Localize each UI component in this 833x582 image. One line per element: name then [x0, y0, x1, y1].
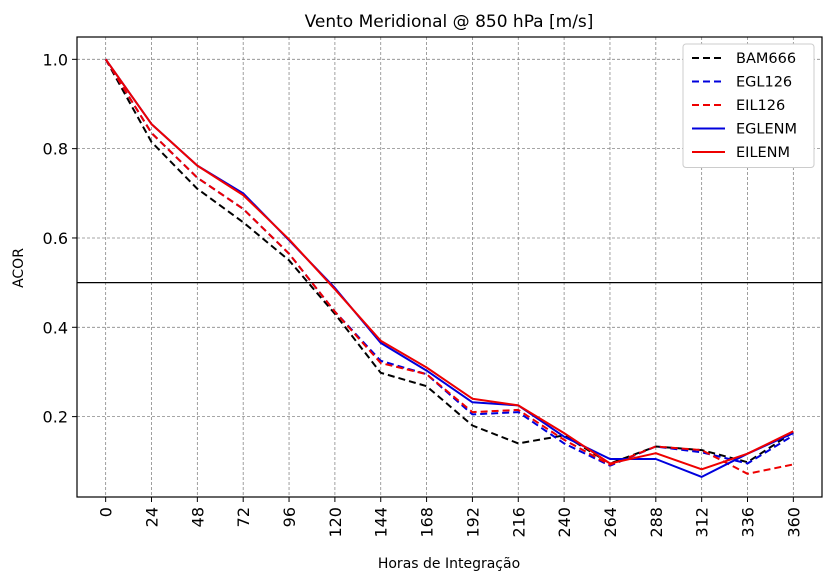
x-tick-label: 336 [739, 507, 758, 538]
series-line-eilenm [104, 58, 794, 471]
x-tick-label: 216 [509, 507, 528, 538]
y-axis-ticks: 0.2 0.4 0.6 0.8 1.0 [43, 50, 77, 427]
legend-label-egl126: EGL126 [736, 75, 792, 91]
x-tick-label: 168 [418, 507, 437, 538]
chart-title: Vento Meridional @ 850 hPa [m/s] [305, 12, 594, 32]
legend-label-eil126: EIL126 [736, 98, 785, 114]
x-tick-label: 0 [97, 507, 116, 517]
y-axis-label: ACOR [11, 248, 27, 288]
legend-label-eilenm: EILENM [736, 145, 790, 161]
legend-label-bam666: BAM666 [736, 51, 796, 67]
legend-label-eglenm: EGLENM [736, 122, 797, 138]
plot-frame [76, 36, 823, 498]
x-tick-label: 264 [601, 507, 620, 538]
x-tick-label: 120 [326, 507, 345, 538]
series-line-bam666 [104, 58, 794, 465]
series-lines [104, 58, 794, 478]
x-tick-label: 48 [188, 507, 207, 527]
x-tick-label: 72 [234, 507, 253, 527]
y-tick-label: 0.4 [43, 318, 68, 337]
series-line-eil126 [104, 58, 794, 475]
x-tick-label: 288 [647, 507, 666, 538]
x-tick-label: 312 [693, 507, 712, 538]
y-tick-label: 0.8 [43, 140, 68, 159]
y-tick-label: 0.6 [43, 229, 68, 248]
x-tick-label: 144 [372, 507, 391, 538]
x-tick-label: 24 [143, 507, 162, 527]
x-tick-label: 240 [555, 507, 574, 538]
x-tick-label: 96 [280, 507, 299, 527]
x-axis-ticks: 0 24 48 72 96 120 144 168 192 216 240 264 288 312 336 3… [97, 497, 803, 538]
legend: BAM666 EGL126 EIL126 EGLENM EILENM [682, 43, 815, 168]
x-axis-label: Horas de Integração [378, 556, 520, 572]
y-tick-label: 0.2 [43, 408, 68, 427]
legend-box [682, 43, 815, 168]
y-tick-label: 1.0 [43, 50, 68, 69]
x-tick-label: 360 [784, 507, 803, 538]
x-tick-label: 192 [463, 507, 482, 538]
